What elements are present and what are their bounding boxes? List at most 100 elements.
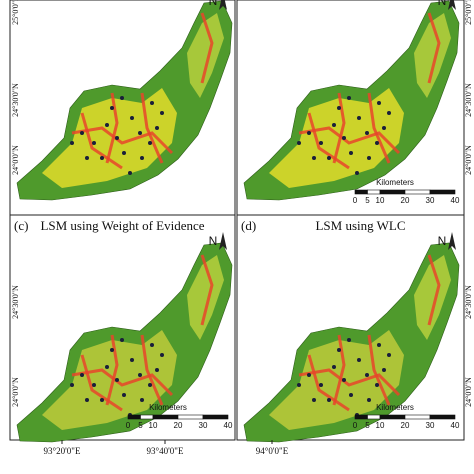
scale-unit: Kilometers bbox=[376, 178, 414, 187]
high-zone bbox=[367, 334, 391, 406]
landslide-point bbox=[319, 383, 323, 387]
scale-segment bbox=[367, 189, 381, 195]
landslide-point bbox=[332, 365, 336, 369]
landslide-point bbox=[377, 343, 381, 347]
high-zone bbox=[71, 368, 174, 397]
scale-tick-label: 5 bbox=[138, 421, 143, 430]
landslide-point bbox=[70, 141, 74, 145]
high-zone bbox=[367, 92, 391, 164]
landslide-point bbox=[140, 398, 144, 402]
scale-tick-label: 30 bbox=[426, 421, 435, 430]
north-arrow bbox=[448, 0, 456, 10]
scale-segment bbox=[429, 414, 456, 420]
landslide-point bbox=[115, 136, 119, 140]
landslide-point bbox=[85, 398, 89, 402]
scale-segment bbox=[379, 414, 406, 420]
north-label: N bbox=[209, 0, 218, 8]
moderate-zone bbox=[42, 88, 177, 188]
high-zone bbox=[298, 368, 401, 397]
landslide-point bbox=[312, 156, 316, 160]
landslide-point bbox=[337, 106, 341, 110]
scale-tick-label: 40 bbox=[224, 421, 233, 430]
landslide-point bbox=[70, 383, 74, 387]
landslide-point bbox=[349, 151, 353, 155]
scale-tick-label: 40 bbox=[451, 421, 460, 430]
landslide-point bbox=[138, 373, 142, 377]
moderate-zone bbox=[269, 330, 404, 430]
scale-tick-label: 10 bbox=[149, 421, 158, 430]
high-zone bbox=[200, 254, 214, 326]
scale-tick-label: 40 bbox=[451, 196, 460, 205]
landslide-point bbox=[367, 156, 371, 160]
scale-segment bbox=[140, 414, 154, 420]
landslide-point bbox=[160, 111, 164, 115]
north-label: N bbox=[209, 234, 218, 248]
north-label: N bbox=[438, 234, 447, 248]
scale-segment bbox=[429, 189, 456, 195]
scale-segment bbox=[354, 414, 368, 420]
high-zone bbox=[427, 12, 441, 84]
landslide-point bbox=[128, 171, 132, 175]
scale-tick-label: 20 bbox=[401, 421, 410, 430]
landslide-point bbox=[148, 383, 152, 387]
landslide-point bbox=[150, 343, 154, 347]
high-zone bbox=[298, 126, 401, 155]
landslide-point bbox=[80, 373, 84, 377]
panel-title: LSM using Weight of Evidence bbox=[40, 218, 204, 233]
landslide-point bbox=[347, 96, 351, 100]
landslide-point bbox=[297, 383, 301, 387]
scale-tick-label: 30 bbox=[199, 421, 208, 430]
north-arrow bbox=[448, 232, 456, 250]
latitude-label: 24°30'0"N bbox=[464, 83, 473, 117]
landslide-point bbox=[355, 171, 359, 175]
scale-segment bbox=[202, 414, 229, 420]
scale-segment bbox=[177, 414, 204, 420]
latitude-label: 24°0'0"N bbox=[11, 145, 20, 175]
high-zone bbox=[105, 92, 119, 164]
landslide-point bbox=[337, 348, 341, 352]
high-zone bbox=[80, 354, 123, 412]
moderate-zone bbox=[414, 255, 451, 340]
panel-label: (d) bbox=[241, 218, 256, 233]
landslide-point bbox=[100, 398, 104, 402]
landslide-point bbox=[307, 373, 311, 377]
scale-tick-label: 5 bbox=[365, 421, 370, 430]
high-zone bbox=[307, 354, 350, 412]
landslide-point bbox=[342, 378, 346, 382]
scale-unit: Kilometers bbox=[376, 403, 414, 412]
scale-tick-label: 0 bbox=[126, 421, 131, 430]
landslide-point bbox=[375, 383, 379, 387]
scale-tick-label: 20 bbox=[401, 196, 410, 205]
scale-tick-label: 20 bbox=[174, 421, 183, 430]
landslide-point bbox=[160, 353, 164, 357]
landslide-point bbox=[130, 116, 134, 120]
high-zone bbox=[200, 12, 214, 84]
latitude-label: 24°0'0"N bbox=[464, 145, 473, 175]
panel-title: LSM using WLC bbox=[315, 218, 405, 233]
high-zone bbox=[332, 334, 346, 406]
latitude-label: 24°30'0"N bbox=[11, 285, 20, 319]
landslide-point bbox=[150, 101, 154, 105]
scale-segment bbox=[404, 189, 431, 195]
landslide-point bbox=[115, 378, 119, 382]
landslide-point bbox=[80, 131, 84, 135]
latitude-label: 25°0'0"N bbox=[464, 0, 473, 25]
landslide-point bbox=[138, 131, 142, 135]
high-zone bbox=[427, 254, 441, 326]
scale-tick-label: 10 bbox=[376, 421, 385, 430]
scale-segment bbox=[379, 189, 406, 195]
landslide-point bbox=[130, 358, 134, 362]
landslide-point bbox=[349, 393, 353, 397]
landslide-point bbox=[347, 338, 351, 342]
panels: N 25°0'0"N 24°30'0"N 24°0'0"N N 25°0'0"N 24°30… bbox=[9, 0, 473, 443]
north-label: N bbox=[438, 0, 447, 8]
longitude-label: 94°0'0"E bbox=[256, 446, 289, 456]
scale-segment bbox=[404, 414, 431, 420]
landslide-point bbox=[382, 368, 386, 372]
landslide-point bbox=[307, 131, 311, 135]
landslide-point bbox=[92, 383, 96, 387]
landslide-point bbox=[319, 141, 323, 145]
landslide-point bbox=[155, 368, 159, 372]
landslide-point bbox=[140, 156, 144, 160]
scale-segment bbox=[152, 414, 179, 420]
